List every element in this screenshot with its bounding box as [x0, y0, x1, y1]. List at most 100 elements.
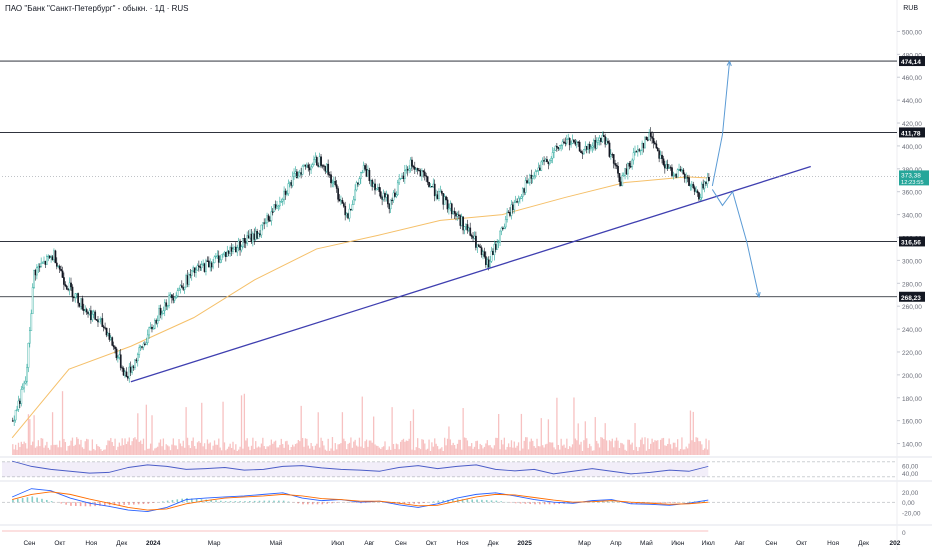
candle-body — [582, 153, 583, 154]
candle-body — [207, 261, 208, 262]
volume-bar — [566, 439, 567, 455]
candle-body — [323, 166, 324, 167]
volume-bar — [53, 445, 54, 455]
volume-bar — [401, 440, 402, 455]
candle-body — [254, 234, 255, 240]
macd-hist-bar — [529, 502, 531, 504]
candle-body — [617, 166, 618, 173]
x-tick-label: Дек — [858, 540, 869, 547]
volume-bar — [228, 447, 229, 455]
candle-body — [220, 260, 221, 263]
x-tick-label: 2025 — [517, 540, 532, 547]
volume-bar — [632, 443, 633, 455]
candle-body — [548, 162, 549, 164]
candle-body — [700, 198, 701, 199]
candle-body — [140, 347, 141, 348]
volume-bar — [668, 438, 669, 455]
volume-bar — [630, 444, 631, 455]
volume-bar — [383, 446, 384, 455]
candle-body — [657, 148, 658, 151]
volume-bar — [387, 450, 388, 455]
candle-body — [406, 169, 407, 170]
volume-bar — [644, 437, 645, 455]
candle-body — [400, 178, 401, 179]
volume-bar — [292, 445, 293, 455]
candle-body — [583, 150, 584, 154]
macd-hist-bar — [186, 498, 188, 502]
candle-body — [536, 170, 537, 171]
candle-body — [308, 165, 309, 168]
candle-body — [498, 242, 499, 243]
volume-bar — [178, 439, 179, 455]
candle-body — [163, 311, 164, 314]
volume-bar — [421, 439, 422, 455]
volume-bar — [271, 440, 272, 455]
candle-body — [330, 175, 331, 183]
volume-bar — [538, 446, 539, 455]
candle-body — [259, 234, 260, 235]
volume-bar — [369, 440, 370, 455]
volume-bar — [394, 449, 395, 455]
x-tick-label: Сен — [765, 540, 777, 547]
candle-body — [293, 173, 294, 176]
candle-body — [418, 170, 419, 171]
macd-hist-bar — [65, 502, 67, 504]
candle-body — [22, 388, 23, 389]
candle-body — [109, 333, 110, 339]
volume-bar — [79, 444, 80, 455]
candle-body — [28, 343, 29, 367]
volume-bar — [612, 439, 613, 455]
candle-body — [230, 248, 231, 254]
candle-body — [597, 140, 598, 142]
volume-bar — [509, 447, 510, 455]
candle-body — [322, 166, 323, 167]
volume-bar — [127, 442, 128, 455]
candle-body — [691, 184, 692, 186]
candle-body — [278, 206, 279, 207]
candle-body — [505, 219, 506, 227]
rsi-tick-label: 60,00 — [902, 464, 919, 471]
volume-bar — [434, 438, 435, 455]
volume-bar — [426, 450, 427, 455]
candle-body — [561, 145, 562, 146]
volume-bar — [511, 440, 512, 455]
volume-bar — [49, 450, 50, 455]
candle-body — [556, 146, 557, 147]
candle-body — [364, 165, 365, 169]
y-tick-label: 200,00 — [902, 373, 922, 380]
level-label: 411,78 — [901, 130, 921, 137]
macd-hist-bar — [322, 502, 324, 504]
volume-bar — [36, 446, 37, 455]
volume-bar — [112, 442, 113, 455]
volume-bar — [164, 450, 165, 455]
volume-bar — [171, 445, 172, 455]
volume-bar — [184, 448, 185, 455]
candle-body — [491, 251, 492, 261]
candle-body — [379, 187, 380, 191]
volume-bar — [461, 450, 462, 455]
candle-body — [268, 216, 269, 221]
volume-bar — [505, 450, 506, 455]
volume-bar — [462, 408, 463, 455]
candle-body — [653, 138, 654, 142]
volume-bar — [248, 447, 249, 455]
volume-bar — [59, 441, 60, 455]
volume-bar — [431, 442, 432, 455]
volume-bar — [198, 441, 199, 455]
volume-bar — [241, 395, 242, 455]
candle-body — [619, 173, 620, 181]
volume-bar — [656, 441, 657, 455]
candle-body — [41, 263, 42, 266]
candle-body — [164, 303, 165, 311]
volume-bar — [643, 444, 644, 455]
candle-body — [661, 155, 662, 159]
volume-bar — [114, 439, 115, 455]
macd-hist-bar — [549, 502, 551, 504]
volume-bar — [266, 446, 267, 455]
candle-body — [441, 191, 442, 193]
volume-bar — [268, 446, 269, 455]
volume-bar — [693, 412, 694, 455]
candle-body — [535, 171, 536, 175]
volume-bar — [323, 445, 324, 455]
candle-body — [262, 223, 263, 225]
